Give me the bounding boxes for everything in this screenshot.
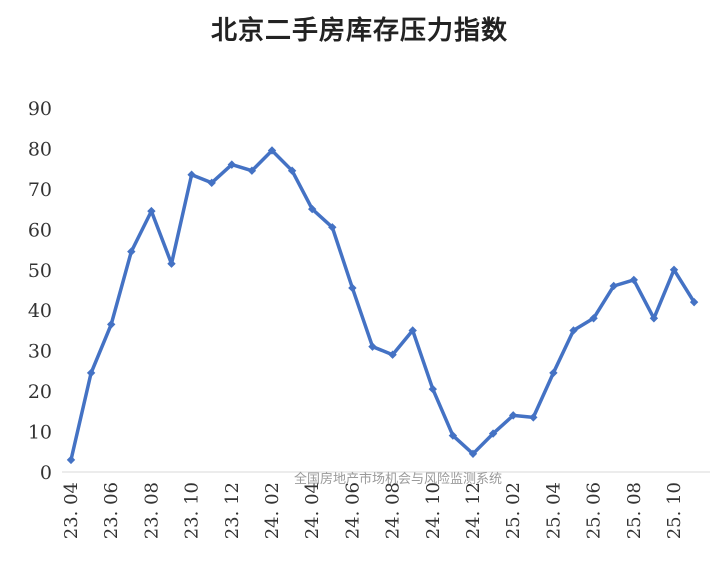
data-point: [227, 160, 236, 169]
data-point: [448, 431, 458, 440]
y-tick-label: 70: [28, 179, 52, 201]
series-markers: [66, 146, 699, 465]
data-point: [167, 259, 176, 268]
data-point: [207, 178, 216, 188]
data-point: [669, 265, 679, 274]
x-tick-label: 23. 04: [61, 482, 82, 539]
data-point: [388, 350, 397, 359]
watermark-text: 全国房地产市场机会与风险监测系统: [294, 471, 502, 487]
x-tick-label: 23. 12: [222, 482, 243, 539]
data-point: [428, 384, 437, 394]
x-tick-label: 23. 10: [182, 482, 203, 539]
data-point: [348, 283, 357, 293]
series-line: [69, 148, 696, 461]
data-point: [147, 206, 156, 216]
data-point: [66, 455, 76, 465]
y-tick-label: 80: [28, 138, 52, 160]
data-point: [308, 204, 317, 214]
data-point: [629, 275, 638, 285]
data-point: [549, 368, 558, 378]
data-point: [529, 413, 538, 422]
x-tick-label: 24. 08: [383, 482, 404, 539]
x-axis: 23. 04 23. 06 23. 08 23. 10 23. 12 24. 02 24. …: [61, 482, 685, 539]
data-point: [86, 368, 96, 378]
x-tick-label: 23. 06: [101, 482, 122, 539]
data-point: [287, 166, 297, 175]
data-point: [589, 314, 598, 323]
data-point: [609, 281, 618, 291]
x-tick-label: 25. 08: [624, 482, 645, 539]
y-tick-label: 40: [28, 300, 52, 322]
x-tick-label: 25. 06: [584, 482, 605, 539]
data-point: [468, 449, 478, 458]
data-point: [368, 342, 377, 351]
x-tick-label: 23. 08: [141, 482, 162, 539]
x-tick-label: 24. 06: [342, 482, 363, 539]
data-point: [107, 320, 116, 329]
y-tick-label: 0: [40, 462, 52, 484]
data-point: [267, 146, 277, 155]
x-tick-label: 24. 04: [302, 482, 323, 539]
data-point: [127, 247, 136, 256]
y-tick-label: 90: [28, 98, 52, 120]
data-point: [488, 429, 498, 438]
y-axis: 0 10 20 30 40 50 60 70 80 90: [28, 98, 52, 484]
chart-title: 北京二手房库存压力指数: [210, 16, 508, 46]
data-point: [247, 166, 257, 175]
y-tick-label: 30: [28, 341, 52, 363]
x-tick-label: 24. 02: [262, 482, 283, 539]
x-tick-label: 25. 04: [543, 482, 564, 539]
data-point: [408, 326, 417, 335]
data-point: [187, 170, 196, 179]
y-tick-label: 60: [28, 219, 52, 241]
data-point: [569, 326, 578, 335]
data-point: [649, 314, 659, 323]
x-tick-label: 24. 10: [423, 482, 444, 539]
data-point: [509, 411, 518, 420]
data-point: [689, 297, 699, 307]
x-tick-label: 24. 12: [463, 482, 484, 539]
y-tick-label: 20: [28, 381, 52, 403]
x-tick-label: 25. 10: [664, 482, 685, 539]
y-tick-label: 10: [28, 422, 52, 444]
data-point: [328, 223, 337, 232]
x-tick-label: 25. 02: [503, 482, 524, 539]
y-tick-label: 50: [28, 260, 52, 282]
